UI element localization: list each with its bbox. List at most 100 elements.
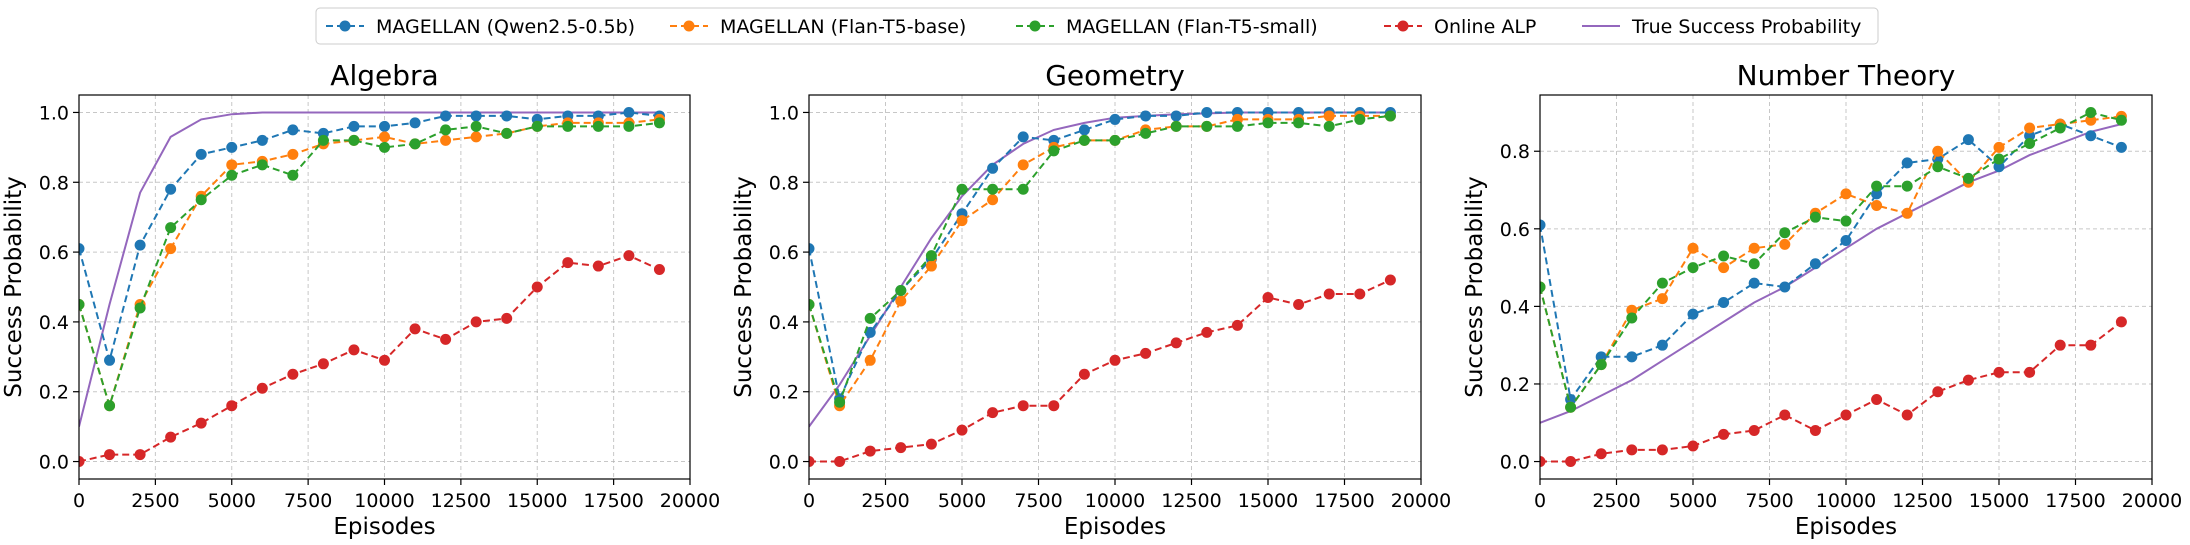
data-point: [165, 243, 177, 255]
grid: [1539, 95, 2153, 479]
data-point: [1779, 409, 1791, 421]
data-point: [1017, 183, 1029, 195]
data-point: [134, 302, 146, 314]
data-point: [1048, 400, 1060, 412]
data-point: [1323, 288, 1335, 300]
data-point: [501, 312, 513, 324]
data-point: [1109, 354, 1121, 366]
data-point: [1779, 238, 1791, 250]
x-tick-label: 10000: [1816, 490, 1876, 512]
data-point: [1017, 159, 1029, 171]
data-point: [1962, 374, 1974, 386]
data-point: [2054, 339, 2066, 351]
data-point: [1840, 234, 1852, 246]
data-point: [1626, 304, 1638, 316]
y-tick-label: 0.6: [39, 242, 69, 264]
series-line: [809, 111, 1391, 402]
data-point: [1595, 359, 1607, 371]
legend-label: MAGELLAN (Flan-T5-small): [1066, 16, 1318, 38]
y-tick-label: 0.0: [39, 452, 69, 474]
data-point: [1962, 134, 1974, 146]
data-point: [1626, 351, 1638, 363]
legend-entry: True Success Probability: [1582, 16, 1861, 38]
data-point: [2085, 130, 2097, 142]
data-point: [348, 344, 360, 356]
series-line: [1540, 321, 2123, 463]
chart-panel: 0 2500 5000 7500 10000 12500 15000 17500 20000 0.…: [1, 59, 720, 540]
x-tick-label: 2500: [861, 490, 909, 512]
series: [1540, 316, 2127, 468]
x-tick-label: 12500: [431, 490, 491, 512]
data-point: [1626, 312, 1638, 324]
data-point: [1656, 277, 1668, 289]
data-point: [895, 295, 907, 307]
x-tick-label: 15000: [507, 490, 567, 512]
data-point: [2115, 114, 2127, 126]
data-point: [1231, 120, 1243, 132]
data-point: [1840, 409, 1852, 421]
data-point: [379, 354, 390, 366]
data-point: [348, 120, 360, 132]
x-tick-label: 7500: [1745, 490, 1793, 512]
data-point: [1901, 409, 1913, 421]
plot-area: [809, 106, 1396, 468]
legend-label: Online ALP: [1434, 16, 1536, 38]
series: [809, 106, 1396, 405]
data-point: [226, 169, 238, 181]
data-point: [440, 110, 452, 122]
x-tick-label: 20000: [660, 490, 720, 512]
data-point: [1626, 444, 1638, 456]
data-point: [1809, 258, 1821, 270]
data-point: [1201, 120, 1213, 132]
data-point: [1354, 288, 1366, 300]
data-point: [987, 183, 999, 195]
x-tick-label: 12500: [1892, 490, 1952, 512]
data-point: [2024, 122, 2036, 134]
data-point: [1687, 440, 1699, 452]
data-point: [1078, 134, 1090, 146]
series-line: [1540, 111, 2122, 410]
series-line: [1540, 115, 2122, 410]
data-point: [987, 407, 999, 419]
data-point: [1540, 219, 1546, 231]
data-point: [623, 106, 635, 118]
y-tick-label: 0.4: [1500, 296, 1530, 318]
data-point: [1540, 281, 1546, 293]
x-axis-title: Episodes: [1795, 514, 1897, 540]
data-point: [256, 159, 268, 171]
data-point: [1384, 274, 1396, 286]
data-point: [1078, 124, 1090, 136]
data-point: [1170, 337, 1182, 349]
legend: MAGELLAN (Qwen2.5-0.5b) MAGELLAN (Flan-T5…: [315, 7, 1879, 45]
data-point: [809, 456, 815, 468]
x-tick-label: 20000: [1391, 490, 1451, 512]
data-point: [165, 183, 177, 195]
y-axis: 0.0 0.2 0.4 0.6 0.8 1.0: [39, 102, 79, 474]
data-point: [501, 127, 513, 139]
data-point: [1993, 141, 2005, 153]
data-point: [1748, 277, 1760, 289]
plot-area: [79, 106, 665, 468]
data-point: [470, 316, 482, 328]
data-point: [470, 120, 482, 132]
data-point: [1078, 368, 1090, 380]
data-point: [1840, 215, 1852, 227]
data-point: [1354, 113, 1366, 125]
data-point: [925, 250, 937, 262]
data-point: [1932, 145, 1944, 157]
data-point: [470, 110, 482, 122]
data-point: [104, 449, 116, 461]
y-tick-label: 0.0: [1500, 452, 1530, 474]
y-tick-label: 0.2: [769, 382, 799, 404]
data-point: [440, 134, 452, 146]
data-point: [440, 124, 452, 136]
y-tick-label: 1.0: [769, 102, 799, 124]
data-point: [440, 333, 452, 345]
data-point: [1565, 401, 1577, 413]
data-point: [623, 250, 635, 262]
x-tick-label: 17500: [2045, 490, 2105, 512]
data-point: [1262, 291, 1274, 303]
data-point: [1687, 242, 1699, 254]
legend-label: True Success Probability: [1631, 16, 1861, 38]
data-point: [925, 438, 937, 450]
